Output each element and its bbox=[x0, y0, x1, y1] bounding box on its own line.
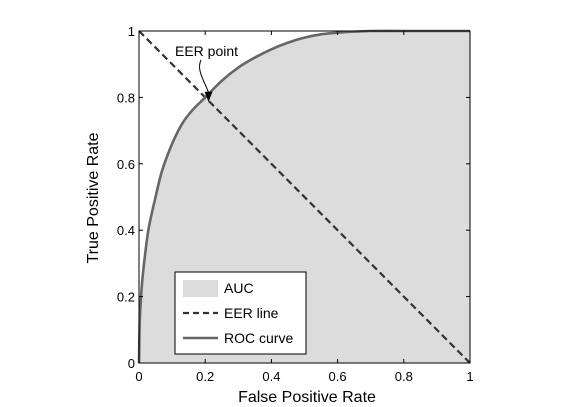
legend-label: ROC curve bbox=[224, 330, 293, 346]
axes-frame bbox=[138, 30, 471, 364]
legend-label: AUC bbox=[224, 280, 254, 296]
eer-arrow-line bbox=[199, 59, 209, 93]
x-axis-label: False Positive Rate bbox=[238, 389, 376, 406]
x-tick-label: 0.2 bbox=[196, 369, 214, 384]
axes: 0 0.2 0.4 0.6 0.8 1 0 0.2 0.4 0.6 0.8 1 bbox=[117, 24, 474, 384]
x-tick-label: 1 bbox=[466, 369, 473, 384]
x-tick-label: 0 bbox=[135, 369, 142, 384]
eer-arrowhead bbox=[204, 91, 213, 102]
y-axis-label: True Positive Rate bbox=[85, 132, 102, 263]
eer-line bbox=[138, 30, 471, 364]
annotation-layer: EER point bbox=[175, 43, 238, 102]
y-tick-label: 0.6 bbox=[117, 157, 135, 172]
legend-label: EER line bbox=[224, 305, 279, 321]
x-tick-label: 0.4 bbox=[262, 369, 280, 384]
y-tick-label: 0.4 bbox=[117, 223, 135, 238]
y-tick-label: 0.2 bbox=[117, 290, 135, 305]
y-tick-label: 0 bbox=[128, 356, 135, 371]
legend: AUC EER line ROC curve bbox=[174, 271, 307, 355]
y-tick-label: 1 bbox=[128, 24, 135, 39]
eer-point-label: EER point bbox=[175, 43, 238, 59]
roc-curve bbox=[137, 29, 470, 364]
x-tick-label: 0.8 bbox=[395, 369, 413, 384]
legend-swatch-auc bbox=[183, 280, 218, 297]
y-tick-label: 0.8 bbox=[117, 90, 135, 105]
x-tick-label: 0.6 bbox=[329, 369, 347, 384]
